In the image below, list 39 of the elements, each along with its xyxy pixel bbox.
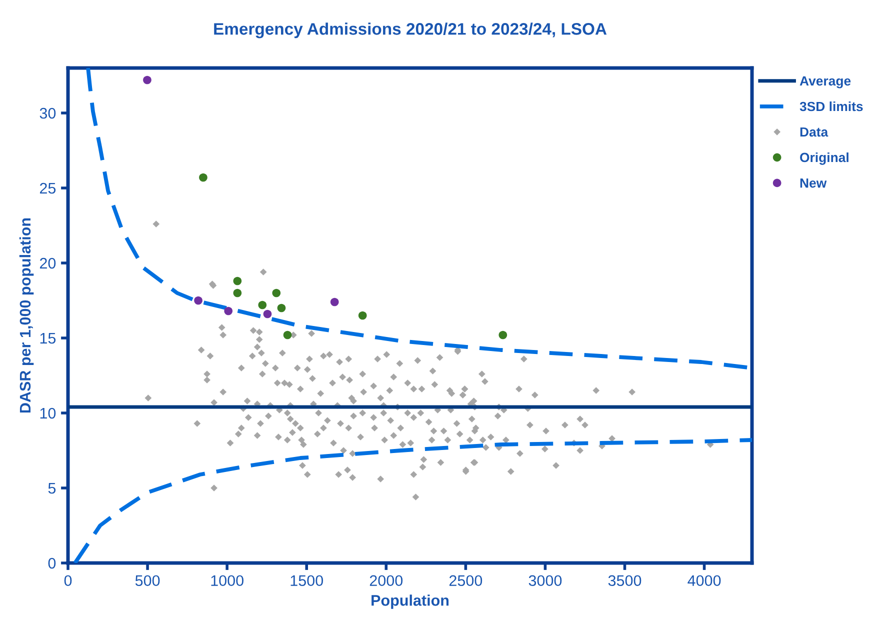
y-tick-label: 30 (40, 108, 56, 119)
point (277, 304, 286, 312)
legend-label: 3SD limits (800, 101, 863, 112)
point (358, 311, 367, 320)
y-tick-label: 5 (48, 483, 56, 494)
legend-label: Original (800, 152, 848, 165)
point (258, 300, 267, 310)
point (233, 288, 242, 298)
legend-label: Average (800, 76, 851, 88)
point (498, 330, 508, 340)
point (330, 298, 339, 306)
x-tick-label: 1500 (290, 575, 323, 586)
x-tick-label: 0 (64, 575, 72, 586)
y-tick-label: 15 (40, 333, 56, 344)
point (199, 173, 208, 182)
y-axis-title: DASR per 1,000 population (19, 218, 34, 413)
x-axis-title: Population (372, 594, 449, 609)
chart-title: Emergency Admissions 2020/21 to 2023/24, LSOA (214, 22, 607, 38)
line-series (73, 438, 752, 563)
point (283, 330, 292, 340)
x-tick-label: 1000 (211, 575, 244, 586)
point (143, 76, 152, 84)
x-tick-label: 2500 (449, 575, 482, 586)
point (194, 296, 202, 305)
x-tick-label: 3000 (528, 575, 562, 586)
y-tick-label: 25 (40, 182, 56, 194)
y-tick-label: 0 (48, 558, 56, 569)
legend-label: New (800, 178, 827, 188)
point (263, 310, 272, 318)
x-tick-label: 4000 (688, 575, 721, 586)
y-tick-label: 20 (40, 258, 56, 269)
legend-label: Data (800, 127, 828, 137)
x-tick-label: 500 (135, 575, 160, 586)
point (224, 306, 233, 316)
x-tick-label: 2000 (370, 575, 403, 586)
point (233, 276, 242, 286)
y-tick-label: 10 (40, 408, 56, 419)
point (272, 288, 281, 298)
x-tick-label: 3500 (608, 575, 642, 586)
